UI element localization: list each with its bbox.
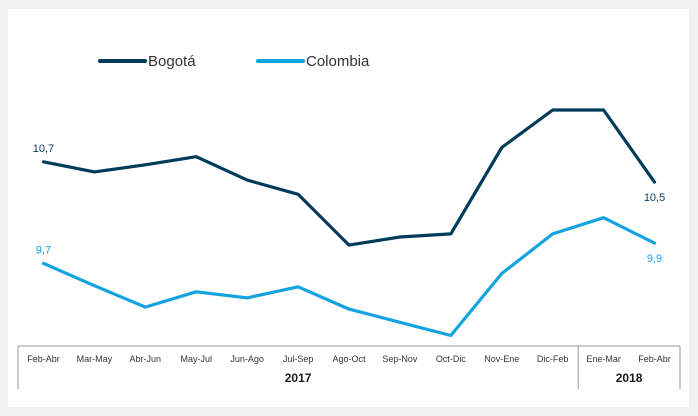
data-label: 10,5 (644, 192, 665, 204)
series-layer (41, 108, 657, 338)
legend-label: Bogotá (148, 53, 196, 70)
x-tick-label: Dic-Feb (537, 354, 569, 364)
x-axis: Feb-Abr Mar-May Abr-Jun May-Jul Jun-Ago Jul-S… (17, 345, 681, 389)
year-label: 2017 (285, 371, 312, 385)
x-tick-label: Ago-Oct (332, 354, 366, 364)
series-line-0 (41, 108, 657, 247)
x-tick-label: Feb-Abr (27, 354, 60, 364)
legend: Bogotá Colombia (98, 53, 370, 70)
x-tick-label: Feb-Abr (638, 354, 671, 364)
legend-label: Colombia (306, 53, 370, 70)
x-tick-label: Ene-Mar (586, 354, 621, 364)
x-tick-label: Abr-Jun (130, 354, 162, 364)
x-tick-label: Sep-Nov (382, 354, 418, 364)
chart-panel (8, 9, 689, 407)
x-tick-label: Oct-Dic (436, 354, 466, 364)
x-tick-label: May-Jul (180, 354, 212, 364)
year-label: 2018 (616, 371, 643, 385)
data-label: 9,9 (647, 253, 662, 265)
data-label: 9,7 (36, 244, 51, 256)
data-labels: 10,7 10,5 9,7 9,9 (33, 143, 665, 265)
x-tick-label: Nov-Ene (484, 354, 519, 364)
x-tick-label: Jul-Sep (283, 354, 314, 364)
x-tick-label: Jun-Ago (230, 354, 264, 364)
x-tick-label: Mar-May (77, 354, 113, 364)
series-line-1 (41, 216, 657, 338)
data-label: 10,7 (33, 143, 54, 155)
